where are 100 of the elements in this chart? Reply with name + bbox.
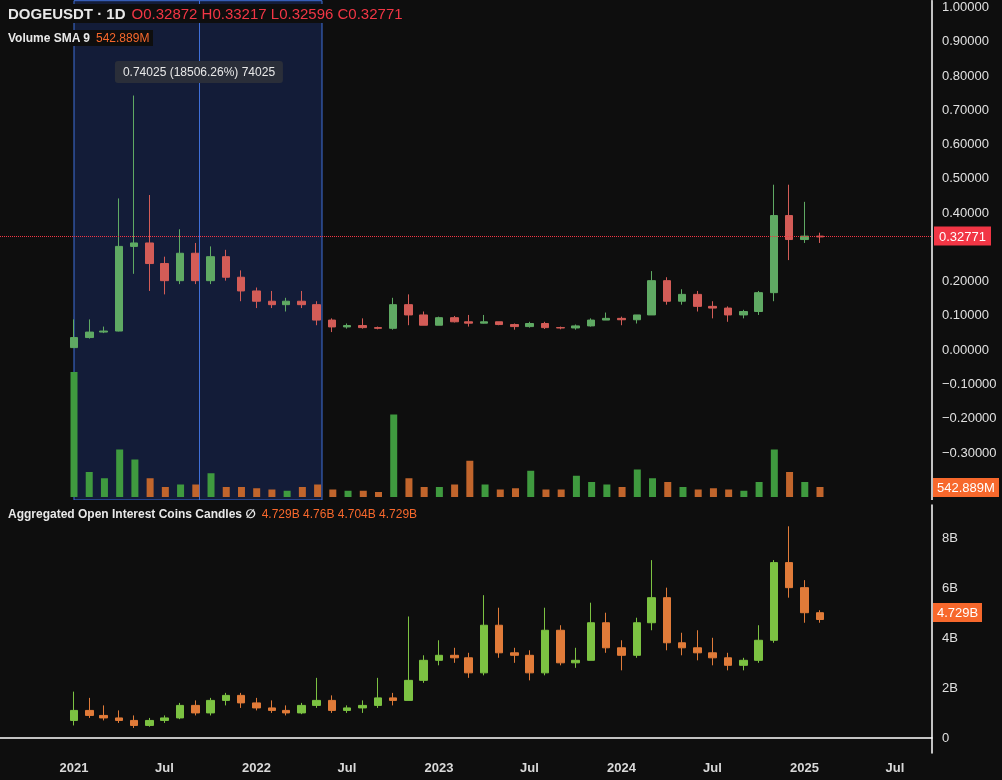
candlestick [130,714,138,729]
candlestick [374,326,382,330]
candlestick [647,270,656,316]
candlestick [70,691,78,726]
candlestick [587,602,595,661]
candlestick [800,579,809,624]
candlestick [237,692,245,709]
x-tick-label: 2021 [59,760,89,775]
y-tick-label: 0.70000 [942,101,989,117]
x-tick-label: 2025 [790,760,819,775]
bar [298,487,306,497]
x-tick-label: Jul [703,760,722,775]
y-tick-label: 0.90000 [942,33,989,49]
bar [359,490,367,497]
y-tick-label: 1.00000 [942,0,989,14]
candlestick [237,269,245,302]
bar [557,489,565,497]
candlestick [556,326,565,330]
candlestick [617,316,626,326]
candlestick [206,245,215,285]
candlestick [556,624,565,666]
bar [131,459,139,497]
chart-title: Volume SMA 9 [8,31,91,45]
bar [222,487,230,497]
candlestick [754,290,763,316]
candlestick [404,293,413,326]
y-tick-label: 0.10000 [942,307,989,323]
candlestick [145,194,154,292]
candlestick [176,702,184,720]
y-tick-label: 0.50000 [942,170,989,186]
bar [192,484,200,497]
candlestick [785,525,793,599]
candlestick [602,612,610,654]
candlestick [602,312,610,321]
candlestick [268,290,276,309]
candlestick [70,318,78,349]
candlestick [99,704,108,721]
candlestick [282,704,290,716]
candlestick [633,314,641,325]
y-tick-label: 0.60000 [942,136,989,152]
candlestick [85,318,94,340]
candlestick [770,184,778,302]
candlestick [343,323,351,330]
candlestick [358,699,367,714]
candlestick [176,228,184,285]
bar [237,487,245,497]
bar [177,484,185,497]
chart-subtitle: 542.889M [96,31,150,45]
candlestick [495,607,503,659]
bar [481,484,489,497]
candlestick [663,587,671,651]
candlestick [464,314,473,328]
candlestick [541,321,549,330]
candlestick [160,714,169,724]
candlestick [739,657,748,671]
candlestick [312,677,321,709]
bar [451,484,459,497]
bar [420,487,428,497]
y-tick-label: 0.40000 [942,204,989,220]
candlestick [99,326,108,334]
text: 4.729B [933,603,983,622]
candlestick [770,559,778,644]
ref-line-label: 0.32771 [939,228,986,244]
candlestick [389,692,397,706]
bar [329,489,337,497]
bar [268,489,276,497]
candlestick [754,624,763,664]
candlestick [693,290,702,313]
bar [100,478,108,497]
candlestick [328,317,336,333]
candlestick [724,305,732,323]
x-tick-label: Jul [337,760,357,775]
candlestick [222,249,230,282]
candlestick [464,652,473,679]
chart-title: Aggregated Open Interest Coins Candles ∅ [8,507,256,521]
candlestick [312,300,321,326]
x-tick-label: Jul [520,760,539,775]
x-tick-label: 2023 [424,760,454,775]
bar [146,478,154,497]
candlestick [450,647,459,664]
bar [466,460,474,497]
chart-subtitle: 4.729B 4.76B 4.704B 4.729B [261,507,418,521]
candlestick [495,321,503,326]
y-tick-label: 0.20000 [942,273,989,289]
bar [253,488,261,497]
candlestick [663,276,671,306]
candlestick [571,324,580,331]
bar [618,487,626,497]
bar [649,478,657,497]
bar [709,488,717,497]
candlestick [708,300,717,319]
candlestick [419,311,428,326]
y-tick-label: 0.80000 [942,67,989,83]
x-tick-label: Jul [885,760,905,775]
candlestick [252,287,261,309]
candlestick [678,632,686,656]
candlestick [450,315,459,323]
candlestick [541,607,549,676]
candlestick [358,317,367,330]
candlestick [389,297,397,331]
